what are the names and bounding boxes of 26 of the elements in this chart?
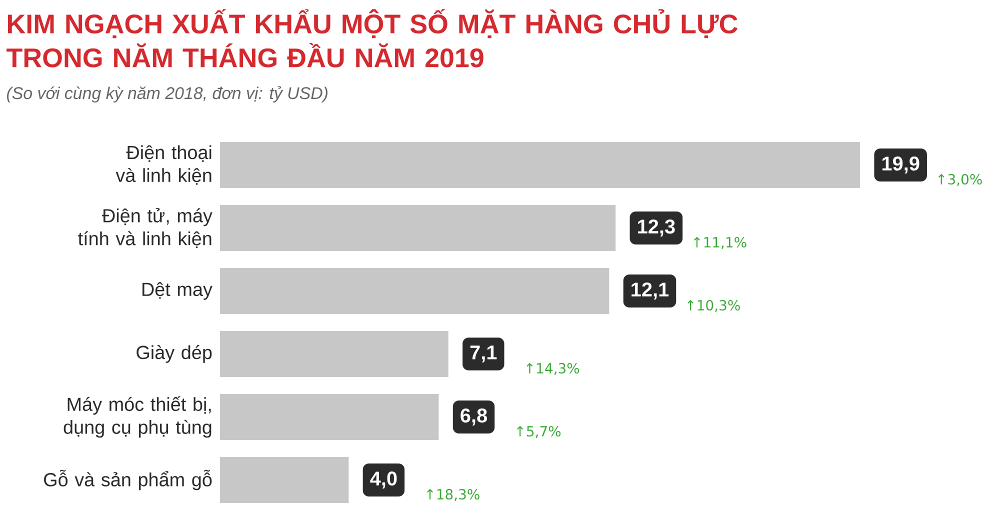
y-tick-label: Giày dép	[136, 345, 212, 363]
annotation: ↑10,3%	[688, 300, 740, 312]
data-label: 4,0	[370, 472, 397, 488]
data-label: 7,1	[470, 346, 497, 362]
bar	[220, 268, 610, 314]
annotation: ↑5,7%	[517, 426, 561, 438]
annotation: ↑18,3%	[427, 488, 480, 501]
chart-title: KIM NGẠCH XUẤT KHẨU MỘT SỐ MẶT HÀNG CHỦ LỰC TRONG NĂM THÁNG ĐẦU NĂM 2019	[6, 9, 738, 68]
annotation: ↑14,3%	[526, 363, 580, 375]
bar	[220, 330, 448, 377]
data-label: 6,8	[460, 408, 487, 426]
chart-subtitle: (So với cùng kỳ năm 2018, đơn vị: tỷ USD)	[7, 86, 328, 103]
y-tick-label: Gỗ và sản phẩm gỗ	[44, 470, 212, 490]
y-tick-label: Máy móc thiết bị, dụng cụ phụ tùng	[64, 396, 212, 438]
data-label: 12,3	[638, 220, 675, 236]
y-tick-label: Dệt may	[142, 282, 212, 300]
data-label: 12,1	[632, 282, 669, 300]
text: ↑3,0%	[938, 174, 982, 186]
bar	[220, 142, 860, 188]
bar	[220, 204, 616, 251]
y-tick-label: Điện thoại và linh kiện	[116, 145, 212, 185]
data-label: 19,9	[882, 156, 920, 174]
annotation: ↑11,1%	[694, 237, 746, 249]
bar	[220, 394, 439, 440]
y-tick-label: Điện tử, máy tính và linh kiện	[78, 208, 212, 248]
bar	[220, 456, 349, 503]
